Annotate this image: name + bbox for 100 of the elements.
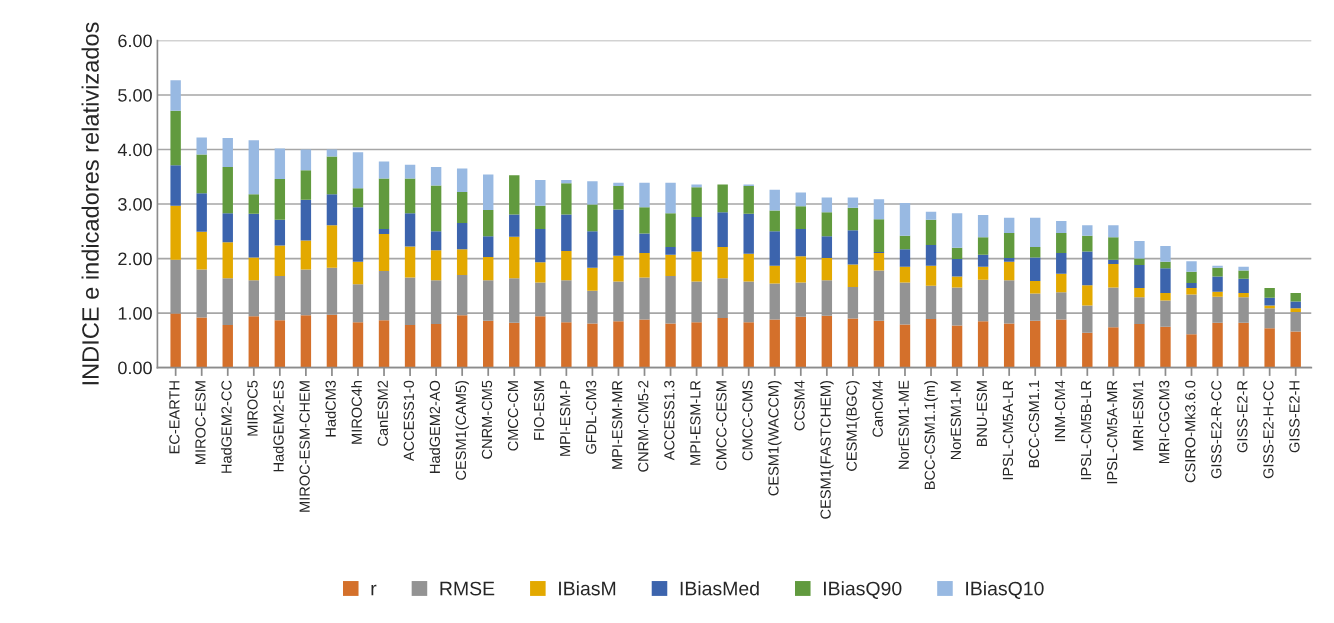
bar	[665, 182, 676, 214]
bar	[847, 286, 859, 319]
bar	[1238, 292, 1249, 298]
bar	[1108, 237, 1119, 260]
bar	[1186, 283, 1197, 288]
x-tick-label: IPSL-CM5B-LR	[1080, 380, 1092, 480]
bar	[665, 275, 676, 324]
bar	[587, 231, 598, 268]
bar	[535, 262, 546, 283]
x-tick-label: MIROC4h	[351, 381, 362, 444]
bar	[404, 178, 416, 214]
bar	[899, 266, 911, 283]
bar	[1160, 326, 1171, 368]
bar	[639, 233, 650, 254]
bar	[795, 206, 806, 230]
bar	[535, 229, 546, 263]
bar	[769, 265, 780, 284]
bar	[561, 214, 572, 251]
bar	[222, 138, 233, 167]
bar	[404, 246, 416, 278]
bar	[1290, 308, 1301, 312]
x-tick-label: CESM1(CAM5)	[455, 380, 469, 480]
bar	[899, 282, 911, 325]
bar	[873, 219, 885, 252]
bar	[170, 313, 181, 368]
bar	[613, 281, 624, 322]
x-tick-label: BCC-CSM1.1(m)	[924, 380, 938, 490]
bar	[847, 230, 859, 265]
bar	[456, 274, 468, 316]
bar	[483, 210, 494, 237]
bar	[352, 322, 364, 368]
bar	[1238, 297, 1249, 323]
bar	[1056, 273, 1067, 293]
bar	[274, 148, 286, 179]
x-tick-label: INM-CM4	[1054, 380, 1066, 442]
bar	[378, 229, 390, 235]
bar	[1264, 297, 1275, 306]
bar	[1003, 261, 1015, 281]
x-tick-label: FIO-ESM	[533, 381, 545, 440]
bar	[378, 178, 390, 230]
bar	[196, 193, 207, 232]
bar	[1238, 278, 1249, 293]
bar	[1108, 259, 1119, 264]
bar	[925, 319, 937, 368]
bar	[1238, 270, 1249, 279]
bar	[535, 282, 546, 317]
x-tick-label: CESM1(WACCM)	[767, 380, 782, 496]
x-tick-label: CanCM4	[872, 380, 883, 437]
bar	[561, 322, 572, 368]
legend-label: IBiasM	[559, 581, 616, 596]
bar	[483, 174, 494, 211]
bar	[665, 323, 676, 368]
x-tick-label: CMCC-CM	[507, 381, 519, 451]
bar	[639, 182, 650, 208]
bar	[873, 320, 885, 368]
bar	[925, 285, 937, 320]
bar	[1290, 301, 1301, 309]
legend-label: IBiasMed	[680, 581, 759, 596]
bar	[1056, 220, 1067, 233]
legend-label: r	[371, 584, 377, 596]
bar	[170, 165, 181, 206]
x-tick-label: EC-EARTH	[169, 381, 180, 454]
bar	[691, 217, 702, 252]
bar	[326, 149, 338, 157]
bar	[248, 280, 259, 317]
y-tick-label: 6.00	[118, 34, 152, 48]
bar	[1056, 253, 1067, 274]
bar	[1003, 323, 1015, 368]
bar	[613, 255, 624, 282]
bar	[378, 234, 390, 272]
bar	[1082, 235, 1093, 252]
bar	[404, 277, 416, 326]
bar	[1290, 331, 1301, 368]
bar	[1212, 291, 1223, 297]
x-tick-label: GFDL-CM3	[586, 380, 597, 454]
y-tick-label: 4.00	[117, 143, 152, 157]
bar	[1186, 294, 1197, 335]
bar	[743, 281, 754, 323]
bar	[613, 321, 624, 368]
bar	[977, 237, 989, 255]
bar	[561, 250, 572, 281]
bar	[378, 161, 390, 179]
bar	[483, 256, 494, 281]
bar	[509, 214, 520, 237]
bar	[717, 317, 728, 368]
bar	[430, 185, 442, 232]
bar	[326, 194, 338, 226]
bar	[899, 235, 911, 250]
bar	[951, 325, 963, 368]
bar	[769, 319, 780, 368]
x-tick-label: CNRM-CM5	[481, 380, 493, 459]
bar	[222, 325, 233, 368]
bar	[222, 213, 233, 243]
bar	[1082, 251, 1093, 286]
x-tick-label: CNRM-CM5-2	[638, 380, 649, 472]
bar	[769, 283, 780, 320]
bar	[587, 290, 598, 324]
bar	[1134, 297, 1145, 324]
x-tick-label: MPI-ESM-MR	[612, 380, 623, 469]
bar	[1134, 265, 1145, 288]
